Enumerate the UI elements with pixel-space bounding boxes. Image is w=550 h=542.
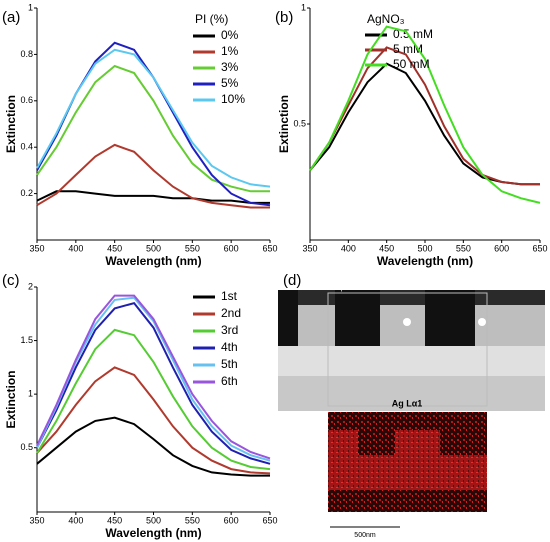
legend-label: 5% xyxy=(221,76,239,90)
legend-label: 2nd xyxy=(221,306,241,320)
panel-label: (b) xyxy=(275,9,293,26)
series-line xyxy=(36,48,271,188)
x-tick-label: 400 xyxy=(68,515,83,525)
y-tick-label: 1 xyxy=(301,2,306,12)
series-line xyxy=(36,64,270,193)
legend-label: 1st xyxy=(221,289,238,303)
legend-label: 6th xyxy=(221,374,238,388)
x-tick-label: 600 xyxy=(494,243,509,253)
box-label: Map Data 1 xyxy=(331,285,367,292)
image-panel: (d) Map Data 1 Ag Lα1 500nm xyxy=(278,272,545,539)
series-line xyxy=(309,46,540,186)
sem-substrate xyxy=(278,376,545,411)
y-tick-label: 1 xyxy=(28,389,33,399)
y-axis-label: Extinction xyxy=(277,95,291,153)
x-tick-label: 650 xyxy=(262,515,277,525)
x-tick-label: 500 xyxy=(146,243,161,253)
panel-label: (d) xyxy=(283,272,301,289)
x-tick-label: 650 xyxy=(262,243,277,253)
sem-pillar xyxy=(380,305,425,346)
series-line xyxy=(309,62,540,186)
x-tick-label: 500 xyxy=(146,515,161,525)
legend-label: 4th xyxy=(221,340,238,354)
series-line xyxy=(309,25,541,204)
legend-label: 5th xyxy=(221,357,238,371)
series-line xyxy=(36,328,271,471)
x-tick-label: 400 xyxy=(68,243,83,253)
map-label: Ag Lα1 xyxy=(392,398,423,408)
x-tick-label: 400 xyxy=(341,243,356,253)
map-box xyxy=(327,292,488,407)
sem-gap xyxy=(278,290,298,346)
legend-title: AgNO₃ xyxy=(367,12,405,26)
y-tick-label: 2 xyxy=(28,281,33,291)
panel-label: (c) xyxy=(2,272,20,289)
x-tick-label: 550 xyxy=(185,515,200,525)
x-tick-label: 350 xyxy=(302,243,317,253)
y-tick-label: 1 xyxy=(28,2,33,12)
series-line xyxy=(36,294,271,460)
sem-pillar xyxy=(475,305,545,346)
x-tick-label: 650 xyxy=(532,243,547,253)
eds-region xyxy=(328,455,487,490)
y-tick-label: 0.5 xyxy=(293,118,306,128)
x-tick-label: 550 xyxy=(456,243,471,253)
y-axis-label: Extinction xyxy=(4,370,18,428)
legend-label: 1% xyxy=(221,44,239,58)
x-tick-label: 450 xyxy=(107,515,122,525)
legend-label: 0% xyxy=(221,28,239,42)
y-tick-label: 0.4 xyxy=(20,142,33,152)
sem-pillar xyxy=(298,305,335,346)
y-tick-label: 0.6 xyxy=(20,95,33,105)
sem-gap xyxy=(335,290,380,346)
series-line xyxy=(36,143,270,209)
series-line xyxy=(36,366,271,475)
series-line xyxy=(36,301,271,465)
x-axis-label: Wavelength (nm) xyxy=(105,254,201,268)
scale-label: 500nm xyxy=(354,532,376,539)
x-tick-label: 350 xyxy=(29,515,44,525)
legend-label: 3rd xyxy=(221,323,238,337)
x-tick-label: 550 xyxy=(185,243,200,253)
sem-layer xyxy=(278,346,545,376)
x-tick-label: 450 xyxy=(379,243,394,253)
x-tick-label: 450 xyxy=(107,243,122,253)
legend-label: 10% xyxy=(221,92,245,106)
y-tick-label: 0.2 xyxy=(20,188,33,198)
y-tick-label: 0.8 xyxy=(20,49,33,59)
series-line xyxy=(36,416,270,477)
y-tick-label: 1.5 xyxy=(20,335,33,345)
legend-title: PI (%) xyxy=(195,12,228,26)
sem-highlight xyxy=(403,318,411,326)
x-tick-label: 350 xyxy=(29,243,44,253)
y-tick-label: 0.5 xyxy=(20,442,33,452)
x-tick-label: 500 xyxy=(417,243,432,253)
sem-gap xyxy=(425,290,475,346)
sem-highlight xyxy=(478,318,486,326)
x-tick-label: 600 xyxy=(224,243,239,253)
legend-label: 50 mM xyxy=(393,57,430,71)
series-line xyxy=(36,190,270,204)
y-axis-label: Extinction xyxy=(4,95,18,153)
x-tick-label: 600 xyxy=(224,515,239,525)
panel-label: (a) xyxy=(2,9,20,26)
legend-label: 3% xyxy=(221,60,239,74)
x-axis-label: Wavelength (nm) xyxy=(105,526,201,540)
x-axis-label: Wavelength (nm) xyxy=(377,254,473,268)
